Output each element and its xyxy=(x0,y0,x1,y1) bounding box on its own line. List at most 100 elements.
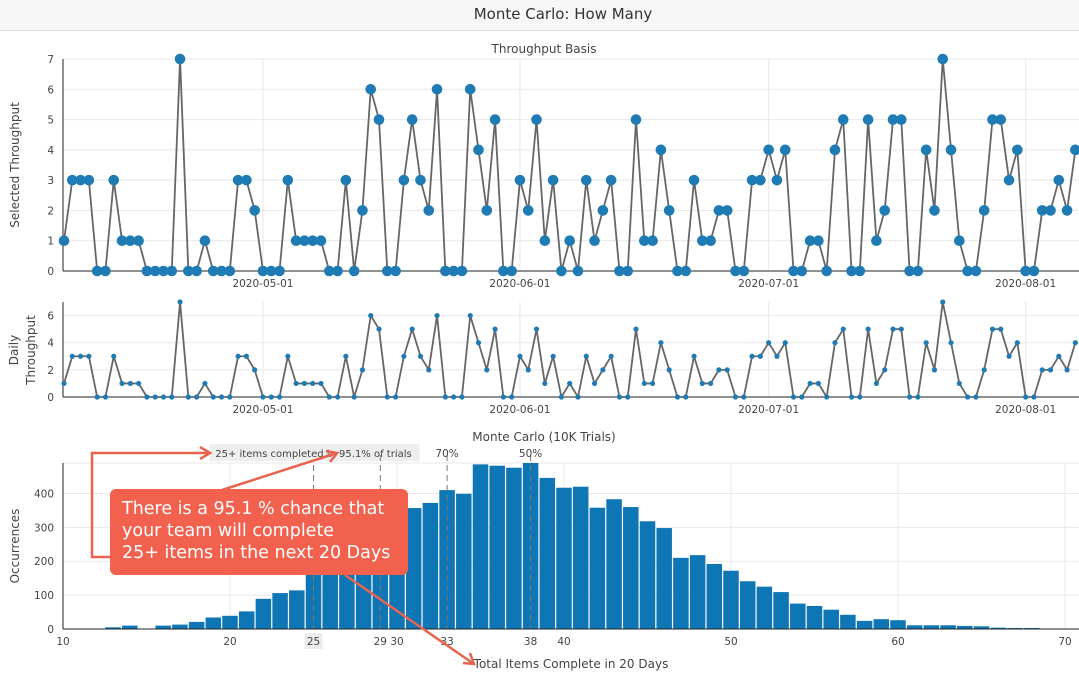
data-point xyxy=(340,174,352,186)
data-point xyxy=(970,265,982,277)
percentile-label-bg xyxy=(209,444,420,461)
y-tick-label: 0 xyxy=(47,392,54,404)
histogram-bar xyxy=(673,557,689,629)
data-point xyxy=(285,353,291,359)
data-point xyxy=(915,394,921,400)
data-point xyxy=(865,326,871,332)
data-point xyxy=(1064,367,1070,373)
data-point xyxy=(591,380,598,387)
percentile-label: 70% xyxy=(435,448,458,460)
x-tick-label: 70 xyxy=(1058,636,1071,648)
data-point xyxy=(376,326,382,332)
data-point xyxy=(116,235,128,247)
data-point xyxy=(774,353,780,359)
data-point xyxy=(160,394,167,400)
data-point xyxy=(666,367,672,373)
histogram-bar xyxy=(840,614,856,629)
data-point xyxy=(185,394,191,400)
data-point xyxy=(873,380,880,387)
histogram-bar xyxy=(238,611,255,629)
data-point xyxy=(506,265,517,277)
x-tick-label: 29 xyxy=(374,636,387,648)
data-point xyxy=(730,265,741,277)
bracket-arrow-line xyxy=(90,451,208,559)
data-point xyxy=(981,367,987,373)
data-point xyxy=(382,265,393,277)
data-point xyxy=(906,394,913,400)
histogram-bar xyxy=(456,493,472,629)
data-point xyxy=(713,205,725,216)
data-point xyxy=(556,265,567,277)
data-point xyxy=(500,394,506,400)
data-point xyxy=(622,265,634,277)
arrow-line xyxy=(221,451,338,492)
data-point xyxy=(102,394,109,400)
data-point xyxy=(691,353,697,359)
histogram-bar xyxy=(706,563,723,629)
arrow-head-icon xyxy=(199,445,213,461)
data-point xyxy=(1020,265,1031,277)
data-point xyxy=(94,394,100,400)
data-point xyxy=(434,312,440,319)
data-point xyxy=(227,394,233,400)
data-point xyxy=(274,265,285,277)
y-tick-label: 400 xyxy=(34,488,54,500)
data-point xyxy=(649,380,656,387)
y-tick-label: 3 xyxy=(47,175,54,187)
data-point xyxy=(210,394,216,400)
data-point xyxy=(1003,174,1015,186)
data-point xyxy=(1053,174,1065,186)
data-point xyxy=(790,394,797,400)
data-point xyxy=(533,326,540,332)
data-point xyxy=(1047,367,1054,373)
data-point xyxy=(683,394,689,400)
data-point xyxy=(323,265,335,277)
histogram-bar xyxy=(940,625,956,629)
data-point xyxy=(1061,205,1073,216)
data-point xyxy=(299,235,310,247)
data-point xyxy=(166,265,178,277)
histogram-bar xyxy=(272,593,288,629)
data-point xyxy=(158,265,169,277)
data-point xyxy=(699,380,705,387)
histogram-bar xyxy=(506,467,522,629)
histogram-bar xyxy=(589,507,606,629)
annotation-callout: There is a 95.1 % chance that your team … xyxy=(110,489,408,575)
data-point xyxy=(149,265,161,277)
histogram-bar xyxy=(122,625,138,629)
data-point xyxy=(136,380,142,387)
x-tick-label: 2020-08-01 xyxy=(995,404,1056,416)
data-point xyxy=(589,235,600,247)
data-point xyxy=(1023,394,1029,400)
data-point xyxy=(945,144,957,156)
histogram-bar xyxy=(222,615,238,629)
data-point xyxy=(144,394,150,400)
data-point xyxy=(343,353,349,359)
data-point xyxy=(282,174,294,186)
histogram-bar xyxy=(422,502,439,629)
data-point xyxy=(608,353,614,359)
data-point xyxy=(384,394,390,400)
data-point xyxy=(766,340,772,346)
x-tick-label: 2020-05-01 xyxy=(232,404,293,416)
histogram-bar xyxy=(639,521,656,629)
data-point xyxy=(426,367,432,373)
data-point xyxy=(923,340,929,346)
data-point xyxy=(252,367,258,373)
data-point xyxy=(207,265,219,277)
data-point xyxy=(688,174,700,186)
arrow-head-icon xyxy=(462,652,476,666)
data-point xyxy=(183,265,194,277)
data-point xyxy=(202,380,208,387)
data-point xyxy=(492,326,498,332)
x-tick-label: 33 xyxy=(440,636,453,648)
chart-title: Throughput Basis xyxy=(491,42,597,56)
data-point xyxy=(531,114,542,125)
data-point xyxy=(66,174,78,186)
histogram-bar xyxy=(723,570,739,629)
data-point xyxy=(567,380,573,387)
histogram-bar xyxy=(890,620,906,629)
data-point xyxy=(647,235,658,247)
data-point xyxy=(948,340,954,346)
data-point xyxy=(724,367,730,373)
